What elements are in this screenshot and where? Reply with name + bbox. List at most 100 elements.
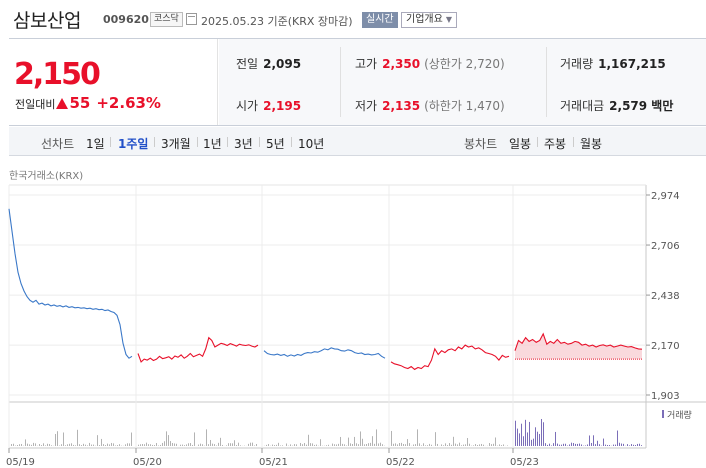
volume-bar — [527, 432, 528, 446]
quote-summary: 2,150 전일대비 55 +2.63% 전일 2,095 고가 2,350 (상한가 2… — [9, 38, 706, 126]
market-badge: 코스닥 — [150, 12, 183, 27]
volume-bar — [156, 443, 157, 446]
volume-bar — [348, 437, 349, 446]
up-arrow-icon — [56, 98, 69, 109]
volume-bar — [399, 442, 400, 446]
volume-bar — [599, 444, 600, 446]
volume-bar — [170, 441, 171, 446]
volume-bar — [549, 443, 550, 446]
volume-bar — [310, 443, 311, 446]
divider — [340, 47, 341, 117]
tab-5year[interactable]: 5년 — [266, 137, 285, 151]
volume-bar — [119, 444, 120, 446]
volume-bar — [555, 431, 556, 446]
volume-bar — [607, 445, 608, 446]
volume-bar — [73, 444, 74, 446]
divider — [537, 137, 538, 147]
divider — [110, 137, 111, 147]
volume-bar — [591, 442, 592, 446]
price-change: 전일대비 55 +2.63% — [15, 94, 161, 112]
volume-bar — [372, 436, 373, 446]
volume-bar — [585, 445, 586, 446]
volume-bar — [300, 442, 301, 446]
stock-code: 009620 — [103, 13, 149, 26]
volume-bar — [352, 444, 353, 446]
volume-bar — [256, 444, 257, 446]
volume-bar — [503, 444, 504, 446]
volume-bar — [47, 443, 48, 446]
volume-bar — [579, 443, 580, 446]
volume-bar — [31, 444, 32, 446]
volume-bar — [617, 430, 618, 446]
volume-bar — [69, 443, 70, 446]
tab-3year[interactable]: 3년 — [234, 137, 253, 151]
chevron-down-icon: ▼ — [445, 15, 452, 24]
volume-bar — [212, 443, 213, 446]
volume-bar — [45, 445, 46, 446]
tab-daily-candle[interactable]: 일봉 — [509, 137, 532, 151]
volume-bar — [168, 435, 169, 446]
tab-3month[interactable]: 3개월 — [161, 137, 191, 151]
change-percent: +2.63% — [96, 94, 161, 112]
volume-bar — [360, 431, 361, 446]
volume-bar — [627, 444, 628, 446]
price-area-fill — [515, 333, 642, 360]
volume-bar — [238, 442, 239, 446]
volume-bar — [491, 444, 492, 446]
tab-1day[interactable]: 1일 — [86, 137, 105, 151]
volume-bar — [332, 443, 333, 446]
candle-chart-title: 봉차트 — [464, 137, 498, 151]
volume-bar — [129, 443, 130, 446]
volume-bar — [609, 445, 610, 446]
tab-1week[interactable]: 1주일 — [118, 137, 149, 151]
volume-bar — [296, 444, 297, 446]
volume-bar — [184, 445, 185, 446]
volume-bar — [268, 444, 269, 446]
volume-bar — [455, 443, 456, 446]
volume-bar — [314, 444, 315, 446]
volume-bar — [366, 444, 367, 446]
volume-bar — [85, 444, 86, 446]
volume-bar — [531, 439, 532, 446]
volume-bar — [272, 444, 273, 446]
volume-bar — [380, 442, 381, 446]
realtime-button[interactable]: 실시간 — [362, 12, 398, 28]
volume-bar — [537, 431, 538, 446]
volume-bar — [109, 444, 110, 446]
volume-bar — [192, 444, 193, 446]
volume-bar — [176, 443, 177, 446]
volume-bar — [342, 443, 343, 446]
volume-bar — [316, 444, 317, 446]
volume-bar — [162, 442, 163, 446]
volume-bar — [493, 443, 494, 446]
volume-bar — [605, 444, 606, 446]
x-tick-label: 05/23 — [510, 457, 539, 468]
volume-bar — [282, 445, 283, 446]
volume-bar — [294, 444, 295, 446]
volume-bar — [547, 444, 548, 446]
volume-bar — [328, 444, 329, 446]
company-overview-dropdown[interactable]: 기업개요 ▼ — [401, 12, 457, 28]
volume-bar — [248, 443, 249, 446]
volume-bar — [589, 435, 590, 446]
volume-bar — [370, 442, 371, 446]
volume-bar — [206, 429, 207, 446]
tab-1year[interactable]: 1년 — [203, 137, 222, 151]
volume-bar — [415, 444, 416, 446]
volume-bar — [551, 445, 552, 446]
divider — [197, 137, 198, 147]
volume-bar — [91, 444, 92, 446]
volume-bar — [107, 443, 108, 446]
volume-bar — [210, 439, 211, 446]
tab-monthly-candle[interactable]: 월봉 — [580, 137, 603, 151]
volume-bar — [21, 443, 22, 446]
volume-bar — [581, 444, 582, 446]
tab-weekly-candle[interactable]: 주봉 — [544, 137, 567, 151]
volume-bar — [276, 444, 277, 446]
volume-bar — [525, 419, 526, 446]
volume-bar — [89, 442, 90, 446]
volume-bar — [419, 443, 420, 446]
tab-10year[interactable]: 10년 — [298, 137, 325, 151]
volume-bar — [362, 438, 363, 446]
